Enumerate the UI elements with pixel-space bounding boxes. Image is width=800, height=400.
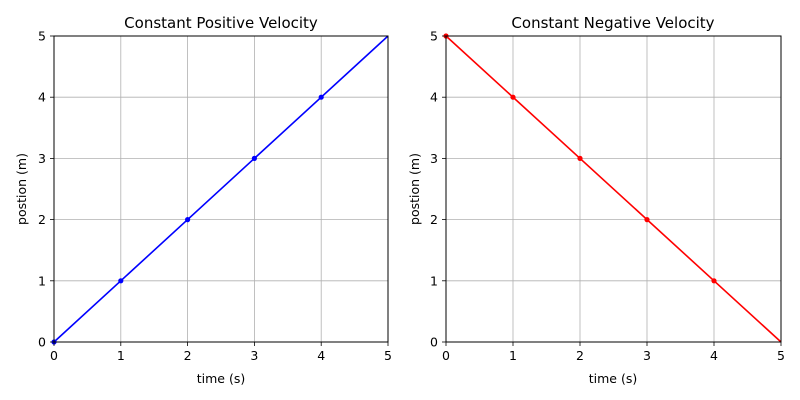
- x-tick-label: 5: [384, 348, 392, 363]
- x-tick-label: 3: [643, 348, 651, 363]
- data-point: [318, 94, 324, 100]
- series-line: [53, 35, 389, 343]
- chart-constant-positive-velocity: Constant Positive Velocity time (s) post…: [14, 14, 392, 386]
- x-tick-label: 4: [317, 348, 325, 363]
- y-tick-label: 0: [38, 335, 46, 350]
- x-tick-label: 4: [710, 348, 718, 363]
- y-tick-label: 1: [38, 273, 46, 288]
- x-tick-label: 5: [777, 348, 785, 363]
- x-axis-label: time (s): [589, 371, 637, 386]
- x-tick-label: 3: [250, 348, 258, 363]
- y-axis-label: postion (m): [407, 153, 422, 225]
- x-tick-label: 1: [117, 348, 125, 363]
- data-point: [185, 217, 191, 223]
- y-tick-label: 2: [38, 212, 46, 227]
- y-axis-label: postion (m): [14, 153, 29, 225]
- y-tick-label: 5: [38, 29, 46, 44]
- y-tick-label: 0: [430, 335, 438, 350]
- plot-frame: [445, 35, 782, 343]
- data-point: [711, 278, 717, 284]
- x-tick-label: 2: [576, 348, 584, 363]
- data-point: [644, 217, 650, 223]
- x-tick-label: 1: [509, 348, 517, 363]
- data-point: [251, 155, 257, 161]
- y-tick-label: 3: [38, 151, 46, 166]
- chart-constant-negative-velocity: Constant Negative Velocity time (s) post…: [407, 14, 785, 386]
- series-line: [445, 35, 782, 343]
- x-axis-label: time (s): [197, 371, 245, 386]
- chart-title: Constant Positive Velocity: [124, 14, 318, 32]
- y-tick-label: 4: [38, 90, 46, 105]
- x-tick-label: 0: [50, 348, 58, 363]
- y-tick-label: 5: [430, 29, 438, 44]
- chart-title: Constant Negative Velocity: [511, 14, 714, 32]
- y-tick-label: 1: [430, 273, 438, 288]
- y-tick-label: 4: [430, 90, 438, 105]
- y-tick-label: 3: [430, 151, 438, 166]
- y-tick-label: 2: [430, 212, 438, 227]
- data-point: [118, 278, 124, 284]
- data-point: [577, 155, 583, 161]
- data-point: [510, 94, 516, 100]
- x-tick-label: 0: [442, 348, 450, 363]
- x-tick-label: 2: [184, 348, 192, 363]
- plot-frame: [53, 35, 389, 343]
